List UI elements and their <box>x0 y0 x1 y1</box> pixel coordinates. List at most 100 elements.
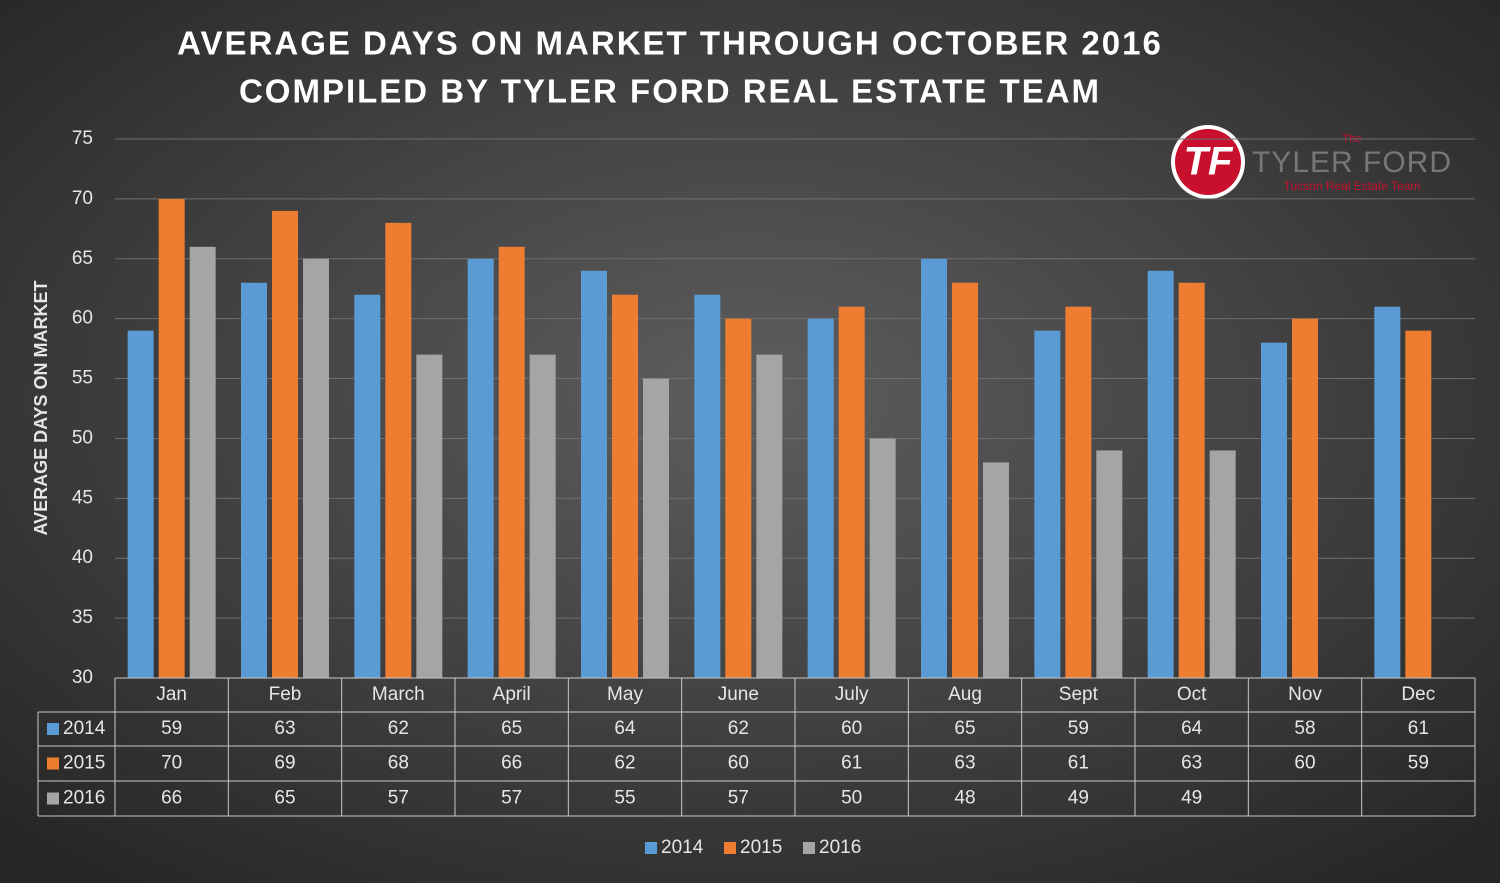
y-tick-label: 75 <box>72 128 93 149</box>
logo-mark: TF <box>1184 140 1234 184</box>
table-cell: 62 <box>728 718 749 739</box>
table-cell: 49 <box>1181 788 1202 809</box>
y-tick-label: 55 <box>72 368 93 389</box>
legend-key <box>724 842 736 854</box>
bar <box>127 330 154 678</box>
table-cell: 62 <box>388 718 409 739</box>
table-cell: 64 <box>1181 718 1203 739</box>
bar <box>354 294 381 678</box>
table-cell: 55 <box>614 788 635 809</box>
table-legend-key <box>47 757 59 770</box>
logo-tagline: Tucson Real Estate Team <box>1284 179 1421 193</box>
table-cell: 61 <box>841 753 862 774</box>
table-cell: 66 <box>501 753 522 774</box>
bar <box>241 282 267 678</box>
bar <box>756 354 783 678</box>
bar <box>1178 282 1205 678</box>
bar <box>869 438 896 678</box>
x-tick-label: Aug <box>948 684 982 705</box>
table-cell: 63 <box>954 753 975 774</box>
bar <box>1147 270 1174 678</box>
bar <box>952 282 978 678</box>
x-tick-label: April <box>493 684 531 705</box>
table-cell: 63 <box>1181 753 1202 774</box>
y-tick-label: 50 <box>72 427 93 448</box>
table-cell: 58 <box>1294 718 1315 739</box>
table-series-name: 2015 <box>63 753 105 774</box>
bar <box>189 246 216 679</box>
table-cell: 68 <box>388 753 409 774</box>
x-tick-label: Sept <box>1059 684 1099 705</box>
bar <box>612 294 638 678</box>
x-tick-label: March <box>372 684 425 705</box>
table-cell: 49 <box>1068 788 1089 809</box>
bar <box>416 354 443 678</box>
table-cell: 69 <box>274 753 295 774</box>
logo-name: TYLER FORD <box>1252 146 1452 179</box>
bar <box>498 246 525 679</box>
x-tick-label: July <box>835 684 869 705</box>
table-cell: 57 <box>501 788 522 809</box>
bar <box>725 318 752 678</box>
chart-subtitle: COMPILED BY TYLER FORD REAL ESTATE TEAM <box>239 73 1101 110</box>
table-cell: 59 <box>1068 718 1089 739</box>
bar <box>1209 450 1236 678</box>
bar <box>921 258 947 678</box>
y-tick-label: 45 <box>72 487 93 508</box>
bar <box>1292 318 1318 678</box>
bar <box>838 306 865 678</box>
chart-title: AVERAGE DAYS ON MARKET THROUGH OCTOBER 2… <box>177 25 1163 62</box>
table-cell: 57 <box>388 788 409 809</box>
bar <box>158 198 185 678</box>
bar <box>581 270 607 678</box>
y-tick-label: 35 <box>72 607 93 628</box>
table-legend-key <box>47 723 59 735</box>
table-cell: 50 <box>841 788 862 809</box>
x-tick-label: May <box>607 684 643 705</box>
x-tick-label: June <box>718 684 759 705</box>
y-tick-label: 30 <box>72 667 93 688</box>
table-cell: 60 <box>728 753 749 774</box>
bar <box>1374 306 1401 678</box>
bar <box>807 318 834 678</box>
table-cell: 60 <box>1294 753 1315 774</box>
legend-key <box>803 842 815 854</box>
y-tick-label: 40 <box>72 547 93 568</box>
table-cell: 61 <box>1068 753 1089 774</box>
bar <box>303 258 329 678</box>
bar <box>1034 330 1061 678</box>
y-tick-label: 65 <box>72 248 93 269</box>
legend-label: 2015 <box>740 837 782 858</box>
x-tick-label: Jan <box>156 684 187 705</box>
y-tick-label: 60 <box>72 308 93 329</box>
x-tick-label: Dec <box>1401 684 1435 705</box>
bar <box>467 258 494 678</box>
bar <box>694 294 721 678</box>
bar <box>1096 450 1123 678</box>
y-tick-label: 70 <box>72 188 93 209</box>
bar <box>529 354 556 678</box>
x-tick-label: Nov <box>1288 684 1322 705</box>
legend-label: 2016 <box>819 837 861 858</box>
table-cell: 62 <box>614 753 635 774</box>
legend-key <box>645 842 657 854</box>
logo: TF The TYLER FORD Tucson Real Estate Tea… <box>1171 125 1452 199</box>
table-cell: 65 <box>501 718 522 739</box>
table-series-name: 2016 <box>63 788 105 809</box>
logo-circle <box>1175 129 1241 195</box>
table-cell: 59 <box>1408 753 1429 774</box>
table-cell: 65 <box>954 718 975 739</box>
table-cell: 59 <box>161 718 182 739</box>
table-cell: 48 <box>954 788 975 809</box>
bar <box>1405 330 1432 678</box>
table-cell: 70 <box>161 753 182 774</box>
x-tick-label: Oct <box>1177 684 1207 705</box>
table-cell: 57 <box>728 788 749 809</box>
bar <box>1065 306 1092 678</box>
table-series-name: 2014 <box>63 718 106 739</box>
bar <box>1261 342 1287 678</box>
table-cell: 66 <box>161 788 182 809</box>
table-cell: 61 <box>1408 718 1429 739</box>
table-cell: 64 <box>614 718 636 739</box>
